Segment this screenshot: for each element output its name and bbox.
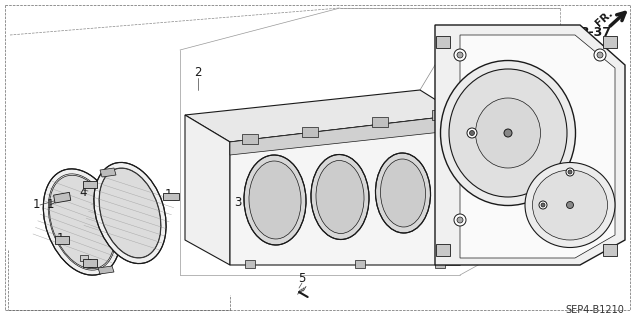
Ellipse shape bbox=[94, 162, 166, 263]
Polygon shape bbox=[245, 260, 255, 268]
Ellipse shape bbox=[440, 61, 575, 205]
Ellipse shape bbox=[376, 153, 431, 233]
Polygon shape bbox=[185, 115, 230, 265]
Circle shape bbox=[568, 170, 572, 174]
Ellipse shape bbox=[311, 154, 369, 240]
Circle shape bbox=[454, 214, 466, 226]
Text: SEP4-B1210: SEP4-B1210 bbox=[566, 305, 625, 315]
Polygon shape bbox=[242, 134, 258, 145]
Polygon shape bbox=[435, 260, 445, 268]
Bar bbox=[603, 244, 617, 256]
Text: FR.: FR. bbox=[593, 8, 614, 28]
Bar bbox=[436, 244, 450, 256]
Polygon shape bbox=[230, 115, 460, 265]
Polygon shape bbox=[302, 127, 318, 137]
Text: 4: 4 bbox=[79, 187, 87, 199]
Circle shape bbox=[594, 49, 606, 61]
Ellipse shape bbox=[476, 98, 541, 168]
Bar bbox=[163, 193, 179, 200]
Circle shape bbox=[467, 128, 477, 138]
Bar bbox=[54, 192, 71, 203]
Ellipse shape bbox=[381, 159, 426, 227]
Text: 5: 5 bbox=[298, 271, 306, 285]
Text: B-37: B-37 bbox=[580, 26, 612, 39]
Ellipse shape bbox=[449, 69, 567, 197]
Circle shape bbox=[541, 203, 545, 207]
Text: [: [ bbox=[530, 26, 535, 39]
Text: 1: 1 bbox=[56, 232, 64, 244]
Polygon shape bbox=[98, 266, 114, 274]
Polygon shape bbox=[80, 255, 88, 261]
Text: 3: 3 bbox=[234, 196, 242, 209]
Text: 1: 1 bbox=[46, 198, 54, 211]
Ellipse shape bbox=[49, 175, 115, 269]
Circle shape bbox=[539, 201, 547, 209]
Text: 1: 1 bbox=[86, 258, 93, 271]
Polygon shape bbox=[460, 35, 615, 258]
Polygon shape bbox=[230, 115, 460, 155]
Polygon shape bbox=[432, 110, 448, 120]
Ellipse shape bbox=[99, 168, 161, 258]
Text: 1: 1 bbox=[164, 189, 172, 202]
Circle shape bbox=[504, 129, 512, 137]
Bar bbox=[83, 181, 97, 188]
Circle shape bbox=[566, 168, 574, 176]
Ellipse shape bbox=[44, 169, 121, 275]
Polygon shape bbox=[355, 260, 365, 268]
Circle shape bbox=[457, 52, 463, 58]
Circle shape bbox=[457, 217, 463, 223]
Bar bbox=[83, 259, 97, 267]
Polygon shape bbox=[110, 235, 118, 241]
Circle shape bbox=[597, 52, 603, 58]
Ellipse shape bbox=[249, 161, 301, 239]
Text: 5: 5 bbox=[451, 238, 458, 250]
Ellipse shape bbox=[525, 162, 615, 248]
Ellipse shape bbox=[244, 155, 306, 245]
Bar bbox=[436, 36, 450, 48]
Polygon shape bbox=[185, 90, 460, 142]
Ellipse shape bbox=[316, 160, 364, 234]
Polygon shape bbox=[100, 168, 116, 177]
Bar bbox=[55, 236, 69, 244]
Circle shape bbox=[470, 130, 474, 136]
Text: 1: 1 bbox=[32, 198, 40, 211]
Text: 2: 2 bbox=[195, 65, 202, 78]
Text: ]: ] bbox=[542, 26, 547, 39]
Ellipse shape bbox=[532, 170, 607, 240]
Circle shape bbox=[566, 202, 573, 209]
Circle shape bbox=[454, 49, 466, 61]
Text: ▬: ▬ bbox=[534, 29, 541, 35]
Polygon shape bbox=[435, 25, 625, 265]
Bar bbox=[603, 36, 617, 48]
Polygon shape bbox=[372, 117, 388, 127]
